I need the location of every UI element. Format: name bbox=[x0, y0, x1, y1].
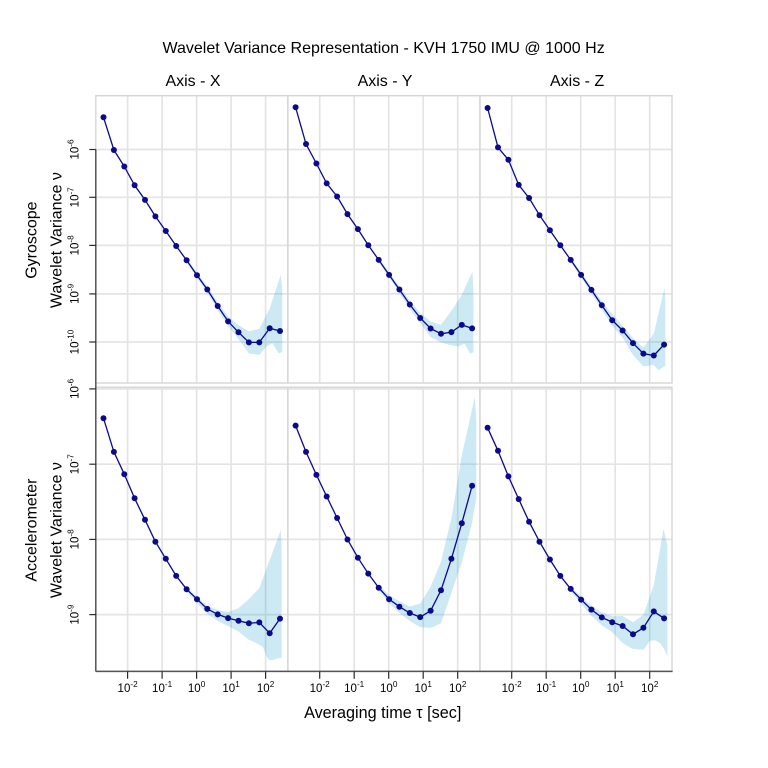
svg-text:10-1: 10-1 bbox=[536, 680, 557, 695]
svg-text:101: 101 bbox=[222, 680, 240, 695]
svg-text:10-2: 10-2 bbox=[118, 680, 139, 695]
svg-text:10-1: 10-1 bbox=[152, 680, 173, 695]
svg-text:Axis - X: Axis - X bbox=[165, 73, 220, 90]
svg-text:10-9: 10-9 bbox=[66, 604, 81, 625]
svg-text:100: 100 bbox=[188, 680, 206, 695]
svg-text:102: 102 bbox=[449, 680, 467, 695]
svg-text:10-6: 10-6 bbox=[66, 139, 81, 160]
svg-text:10-8: 10-8 bbox=[66, 529, 81, 550]
svg-text:Axis - Y: Axis - Y bbox=[358, 73, 413, 90]
svg-text:101: 101 bbox=[415, 680, 433, 695]
svg-text:10-9: 10-9 bbox=[66, 283, 81, 304]
svg-text:Accelerometer: Accelerometer bbox=[23, 478, 40, 582]
svg-text:10-2: 10-2 bbox=[502, 680, 523, 695]
svg-text:10-1: 10-1 bbox=[344, 680, 365, 695]
svg-text:10-2: 10-2 bbox=[310, 680, 331, 695]
svg-text:Averaging time τ [sec]: Averaging time τ [sec] bbox=[304, 704, 461, 722]
svg-text:10-10: 10-10 bbox=[66, 329, 81, 354]
svg-text:10-8: 10-8 bbox=[66, 235, 81, 256]
svg-text:101: 101 bbox=[607, 680, 625, 695]
svg-text:Wavelet Variance ν: Wavelet Variance ν bbox=[48, 462, 65, 598]
svg-text:Wavelet Variance Representatio: Wavelet Variance Representation - KVH 17… bbox=[162, 40, 604, 57]
svg-text:102: 102 bbox=[257, 680, 275, 695]
svg-text:10-7: 10-7 bbox=[66, 454, 81, 475]
svg-text:10-6: 10-6 bbox=[66, 378, 81, 399]
svg-text:Axis - Z: Axis - Z bbox=[550, 73, 604, 90]
svg-text:Wavelet Variance ν: Wavelet Variance ν bbox=[48, 172, 65, 308]
svg-text:100: 100 bbox=[572, 680, 590, 695]
svg-text:102: 102 bbox=[641, 680, 659, 695]
svg-text:10-7: 10-7 bbox=[66, 187, 81, 208]
svg-text:100: 100 bbox=[380, 680, 398, 695]
svg-text:Gyroscope: Gyroscope bbox=[23, 201, 40, 278]
